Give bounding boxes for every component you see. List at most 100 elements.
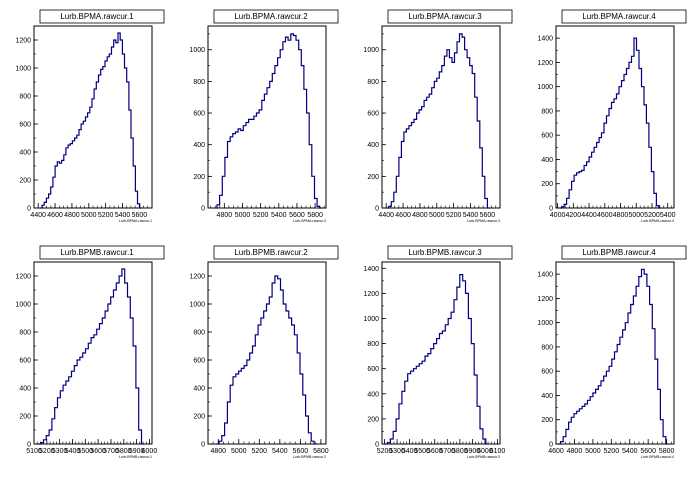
histogram-panel-4: Lurb.BPMA.rawcur.4 0 200 400 600 800 1000 1200 1…	[522, 0, 696, 241]
chart-title: Lurb.BPMA.rawcur.4	[582, 12, 656, 21]
x-tick-label: 5400	[622, 448, 638, 455]
title-box	[213, 245, 339, 260]
x-axis-label: Lurb.BPMA.rawcur.3	[467, 219, 500, 223]
x-tick-label: 5000	[628, 212, 644, 219]
y-tick-label: 0	[549, 206, 553, 213]
plot-frame	[33, 261, 153, 445]
title-box	[561, 245, 687, 260]
x-tick-label: 6000	[142, 448, 158, 455]
x-tick-label: 5000	[231, 448, 247, 455]
x-tick-label: 4600	[395, 212, 411, 219]
x-tick-label: 5600	[289, 212, 305, 219]
title-box	[387, 9, 513, 24]
x-tick-label: 4000	[550, 212, 566, 219]
x-tick-label: 5000	[429, 212, 445, 219]
plot-frame	[207, 261, 327, 445]
x-tick-label: 5800	[116, 448, 132, 455]
histogram-panel-2: Lurb.BPMA.rawcur.2 0 200 400 600 800 1000 4800 5…	[174, 0, 348, 241]
histogram-line	[559, 37, 662, 209]
chart-title: Lurb.BPMA.rawcur.1	[60, 12, 134, 21]
x-tick-label: 5200	[39, 448, 55, 455]
x-axis-label: Lurb.BPMB.rawcur.3	[467, 455, 500, 459]
x-tick-label: 5600	[640, 448, 656, 455]
x-tick-label: 5300	[52, 448, 68, 455]
x-tick-label: 5900	[129, 448, 145, 455]
y-tick-label: 1000	[15, 66, 31, 73]
x-tick-label: 5400	[272, 448, 288, 455]
chart-title: Lurb.BPMB.rawcur.3	[408, 248, 482, 257]
histogram-chart: Lurb.BPMB.rawcur.4 0 200 400 600 800 1000 1200 1…	[537, 245, 687, 459]
x-tick-label: 5200	[377, 448, 393, 455]
histogram-panel-6: Lurb.BPMB.rawcur.2 0 200 400 600 800 1000 1200 4…	[174, 236, 348, 477]
x-tick-label: 4600	[548, 448, 564, 455]
plot-frame	[555, 261, 675, 445]
y-tick-label: 400	[541, 393, 553, 400]
histogram-line	[216, 275, 317, 445]
histogram-line	[386, 33, 490, 209]
y-tick-label: 600	[19, 358, 31, 365]
chart-title: Lurb.BPMB.rawcur.1	[60, 248, 134, 257]
chart-title: Lurb.BPMB.rawcur.4	[582, 248, 656, 257]
x-tick-label: 5500	[414, 448, 430, 455]
histogram-line	[39, 32, 142, 209]
x-tick-label: 5700	[103, 448, 119, 455]
y-tick-label: 1000	[189, 302, 205, 309]
x-tick-label: 4400	[581, 212, 597, 219]
plot-frame	[207, 25, 327, 209]
y-tick-label: 400	[19, 386, 31, 393]
y-tick-label: 200	[541, 417, 553, 424]
x-tick-label: 5800	[313, 448, 329, 455]
y-tick-label: 1000	[363, 47, 379, 54]
histogram-line	[384, 274, 489, 445]
x-tick-label: 5600	[293, 448, 309, 455]
x-tick-label: 5200	[98, 212, 114, 219]
x-tick-label: 5400	[271, 212, 287, 219]
histogram-chart: Lurb.BPMB.rawcur.1 0 200 400 600 800 1000 1200 5…	[15, 245, 165, 459]
x-tick-label: 4800	[613, 212, 629, 219]
x-tick-label: 5500	[78, 448, 94, 455]
chart-title: Lurb.BPMA.rawcur.2	[234, 12, 308, 21]
y-tick-label: 1000	[15, 302, 31, 309]
y-tick-label: 600	[541, 369, 553, 376]
x-tick-label: 5400	[65, 448, 81, 455]
y-tick-label: 1000	[537, 84, 553, 91]
x-tick-label: 5200	[604, 448, 620, 455]
y-tick-label: 400	[367, 142, 379, 149]
histogram-panel-1: Lurb.BPMA.rawcur.1 0 200 400 600 800 1000 1200 4…	[0, 0, 174, 241]
x-tick-label: 5800	[307, 212, 323, 219]
x-axis-label: Lurb.BPMB.rawcur.4	[641, 455, 674, 459]
chart-title: Lurb.BPMB.rawcur.2	[234, 248, 308, 257]
y-tick-label: 400	[193, 386, 205, 393]
y-tick-label: 1000	[363, 316, 379, 323]
x-tick-label: 5700	[439, 448, 455, 455]
x-tick-label: 5600	[132, 212, 148, 219]
x-tick-label: 5400	[402, 448, 418, 455]
y-tick-label: 200	[367, 174, 379, 181]
title-box	[39, 9, 165, 24]
x-tick-label: 5300	[389, 448, 405, 455]
x-tick-label: 6000	[477, 448, 493, 455]
histogram-panel-8: Lurb.BPMB.rawcur.4 0 200 400 600 800 1000 1200 1…	[522, 236, 696, 477]
y-tick-label: 200	[541, 181, 553, 188]
y-tick-label: 600	[193, 358, 205, 365]
y-tick-label: 200	[19, 414, 31, 421]
x-tick-label: 4800	[412, 212, 428, 219]
histogram-chart: Lurb.BPMA.rawcur.4 0 200 400 600 800 1000 1200 1…	[537, 9, 687, 223]
x-tick-label: 4600	[47, 212, 63, 219]
y-tick-label: 0	[201, 206, 205, 213]
x-tick-label: 5600	[90, 448, 106, 455]
y-tick-label: 200	[193, 414, 205, 421]
y-tick-label: 0	[27, 442, 31, 449]
x-tick-label: 5900	[465, 448, 481, 455]
y-tick-label: 800	[19, 330, 31, 337]
y-tick-label: 600	[367, 366, 379, 373]
x-axis-label: Lurb.BPMB.rawcur.2	[293, 455, 326, 459]
x-tick-label: 4200	[566, 212, 582, 219]
y-tick-label: 200	[193, 174, 205, 181]
y-tick-label: 1400	[537, 36, 553, 43]
y-tick-label: 1200	[537, 60, 553, 67]
y-tick-label: 800	[367, 79, 379, 86]
x-tick-label: 5000	[585, 448, 601, 455]
